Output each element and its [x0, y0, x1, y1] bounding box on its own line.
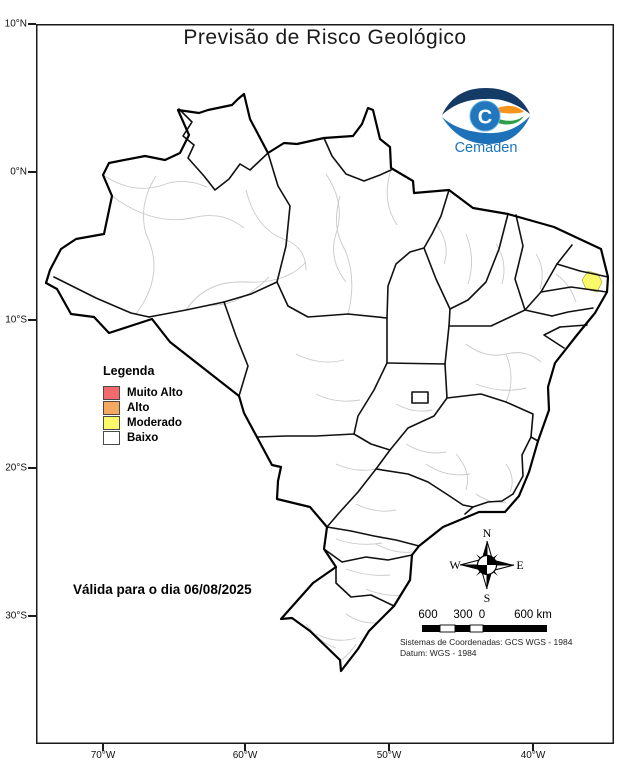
logo-eye-icon: C: [442, 88, 530, 144]
lat-tick-20s: [28, 467, 36, 469]
lon-axis-label-60w: 60°W: [232, 750, 258, 761]
lon-axis-label-70w: 70°W: [90, 750, 116, 761]
cemaden-logo: C Cemaden: [442, 88, 530, 154]
brazil-outline: [44, 92, 610, 673]
lat-tick-0n: [28, 171, 36, 173]
lat-axis-label-10s: 10°S: [5, 314, 27, 326]
lon-tick-60w: [244, 744, 246, 751]
scale-label-600km: 600 km: [514, 609, 552, 621]
compass-south-label: S: [484, 591, 491, 605]
lat-axis-label-30s: 30°S: [5, 610, 27, 622]
page-title: Previsão de Risco Geológico: [183, 26, 467, 49]
legend-label: Muito Alto: [127, 386, 183, 399]
lat-tick-10s: [28, 319, 36, 321]
lat-tick-30s: [28, 615, 36, 617]
municipality-borders: [102, 169, 577, 665]
lon-tick-70w: [102, 744, 104, 751]
legend-label: Baixo: [127, 431, 159, 444]
lon-axis-label-50w: 50°W: [376, 750, 402, 761]
lat-axis-label-20s: 20°S: [5, 462, 27, 474]
lat-axis-label-0n: 0°N: [10, 166, 27, 178]
legend-title: Legenda: [103, 364, 155, 378]
legend-swatch-muito-alto: [103, 385, 120, 400]
lon-axis-label-40w: 40°W: [520, 750, 546, 761]
scale-label-300: 300: [453, 609, 472, 621]
legend-swatch-baixo: [103, 430, 120, 445]
scale-bar: 600 300 0 600 km: [418, 609, 552, 633]
logo-brand-text: Cemaden: [455, 140, 518, 154]
legend-item-moderado: Moderado: [103, 415, 183, 430]
risk-region-moderado: [581, 270, 603, 293]
legend: Legenda Muito Alto Alto Moderado Baixo: [103, 364, 183, 445]
compass-north-label: N: [483, 526, 492, 540]
state-borders: [53, 108, 609, 607]
scale-label-0: 0: [479, 609, 485, 621]
legend-item-alto: Alto: [103, 400, 183, 415]
compass-rose-icon: N S E W: [449, 526, 523, 605]
lat-axis-label-10n: 10°N: [4, 18, 27, 30]
lon-tick-50w: [388, 744, 390, 751]
compass-west-label: W: [449, 558, 461, 572]
legend-label: Alto: [127, 401, 150, 414]
scale-label-600-left: 600: [418, 609, 437, 621]
validity-note: Válida para o dia 06/08/2025: [73, 582, 252, 597]
crs-note-line1: Sistemas de Coordenadas: GCS WGS - 1984: [400, 637, 573, 647]
legend-swatch-alto: [103, 400, 120, 415]
legend-item-muito-alto: Muito Alto: [103, 385, 183, 400]
lon-tick-40w: [532, 744, 534, 751]
crs-note-line2: Datum: WGS - 1984: [400, 648, 477, 658]
map-frame: [36, 24, 614, 744]
legend-item-baixo: Baixo: [103, 430, 183, 445]
logo-monogram: C: [478, 107, 492, 129]
lat-tick-10n: [28, 23, 36, 25]
map-canvas: N S E W 600 300 0 600 km Sistemas de Coo…: [36, 24, 614, 744]
legend-label: Moderado: [127, 416, 182, 429]
compass-east-label: E: [516, 558, 523, 572]
legend-swatch-moderado: [103, 415, 120, 430]
